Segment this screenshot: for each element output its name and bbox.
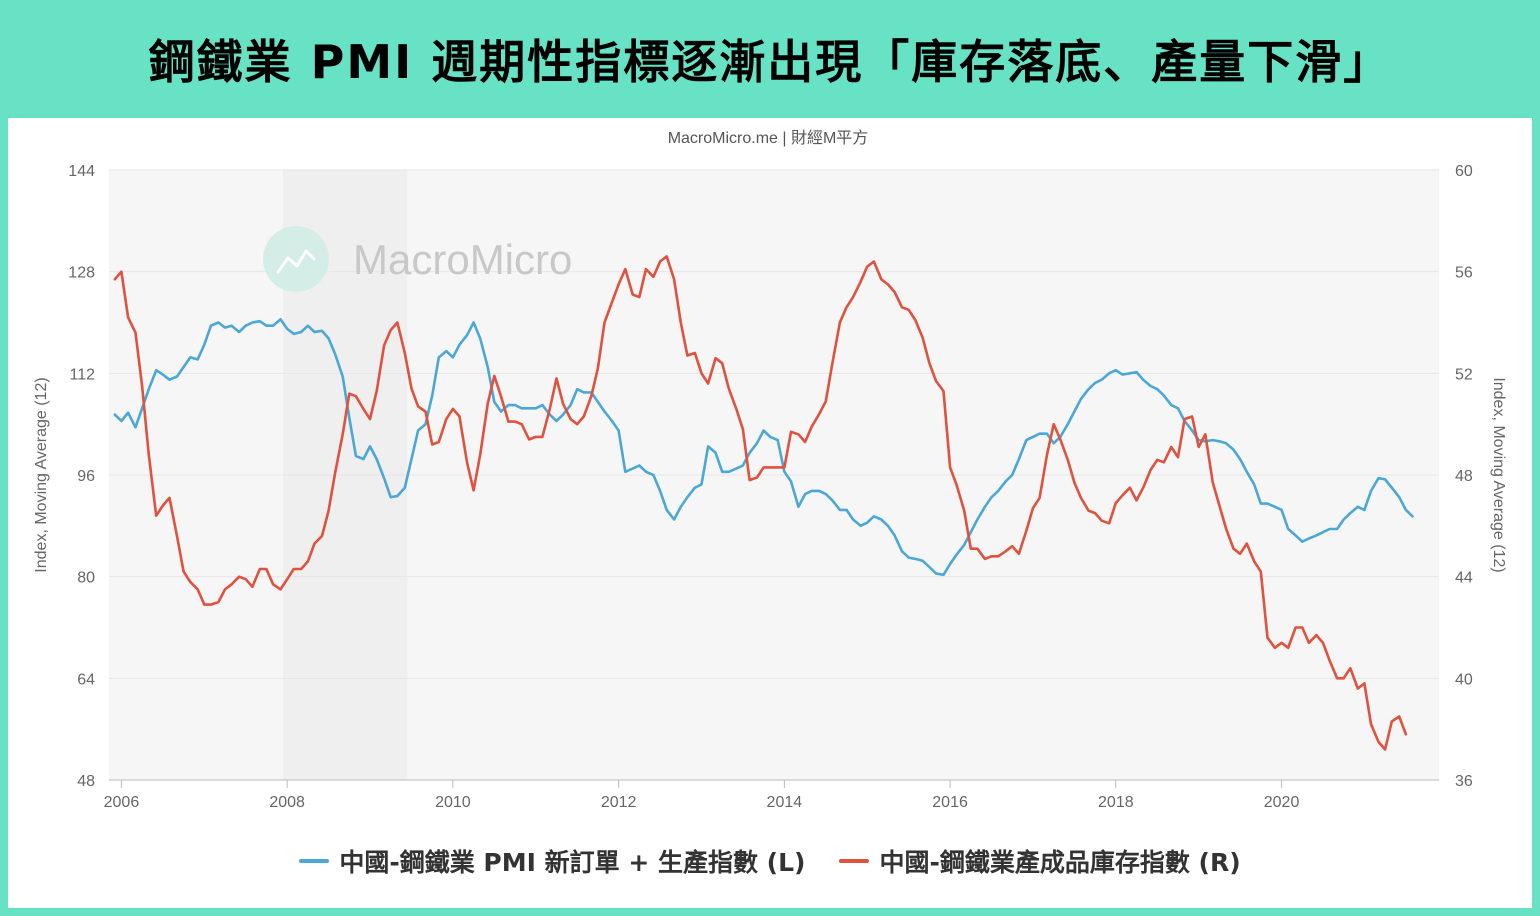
legend-label-pmi: 中國-鋼鐵業 PMI 新訂單 + 生產指數 (L) (339, 848, 806, 877)
legend-item-pmi[interactable]: 中國-鋼鐵業 PMI 新訂單 + 生產指數 (L) (299, 843, 805, 879)
x-tick-label: 2018 (1098, 794, 1134, 811)
watermark-logo-icon (263, 226, 329, 292)
legend-label-inventory: 中國-鋼鐵業產成品庫存指數 (R) (879, 848, 1241, 877)
x-tick-label: 2006 (104, 794, 140, 811)
right-tick-label: 60 (1455, 163, 1473, 180)
x-tick-label: 2010 (435, 794, 471, 811)
right-axis-title: Index, Moving Average (12) (1490, 377, 1507, 572)
left-tick-label: 128 (68, 265, 95, 282)
watermark: MacroMicro (263, 226, 572, 292)
legend-swatch-blue (299, 859, 330, 863)
legend: 中國-鋼鐵業 PMI 新訂單 + 生產指數 (L) 中國-鋼鐵業產成品庫存指數 … (0, 838, 1540, 884)
right-tick-label: 40 (1455, 671, 1473, 688)
watermark-logo-mark (276, 249, 316, 274)
left-tick-label: 48 (77, 773, 95, 790)
legend-swatch-red (839, 859, 870, 863)
x-tick-label: 2008 (269, 794, 305, 811)
left-tick-label: 80 (77, 570, 95, 587)
x-tick-label: 2020 (1264, 794, 1300, 811)
left-tick-label: 64 (77, 671, 95, 688)
headline: 鋼鐵業 PMI 週期性指標逐漸出現「庫存落底、產量下滑」 (148, 35, 1392, 89)
right-tick-label: 56 (1455, 265, 1473, 282)
right-tick-label: 48 (1455, 468, 1473, 485)
watermark-text: MacroMicro (353, 236, 572, 283)
right-tick-label: 44 (1455, 570, 1473, 587)
left-tick-label: 96 (77, 468, 95, 485)
x-tick-label: 2014 (767, 794, 803, 811)
series-line-inventory (113, 255, 1408, 751)
left-tick-label: 144 (68, 163, 95, 180)
x-tick-label: 2016 (932, 794, 968, 811)
left-tick-label: 112 (69, 366, 95, 383)
right-tick-label: 36 (1455, 773, 1473, 790)
x-tick-label: 2012 (601, 794, 637, 811)
right-tick-label: 52 (1455, 366, 1473, 383)
line-chart: 144 128 112 96 80 64 48 60 56 52 48 44 40 36 2006 2008 2… (33, 129, 1507, 811)
left-axis-title: Index, Moving Average (12) (33, 377, 50, 572)
source-label: MacroMicro.me | 財經M平方 (668, 129, 869, 147)
legend-item-inventory[interactable]: 中國-鋼鐵業產成品庫存指數 (R) (839, 843, 1241, 879)
chart-panel: 144 128 112 96 80 64 48 60 56 52 48 44 40 36 2006 2008 2… (8, 118, 1532, 908)
